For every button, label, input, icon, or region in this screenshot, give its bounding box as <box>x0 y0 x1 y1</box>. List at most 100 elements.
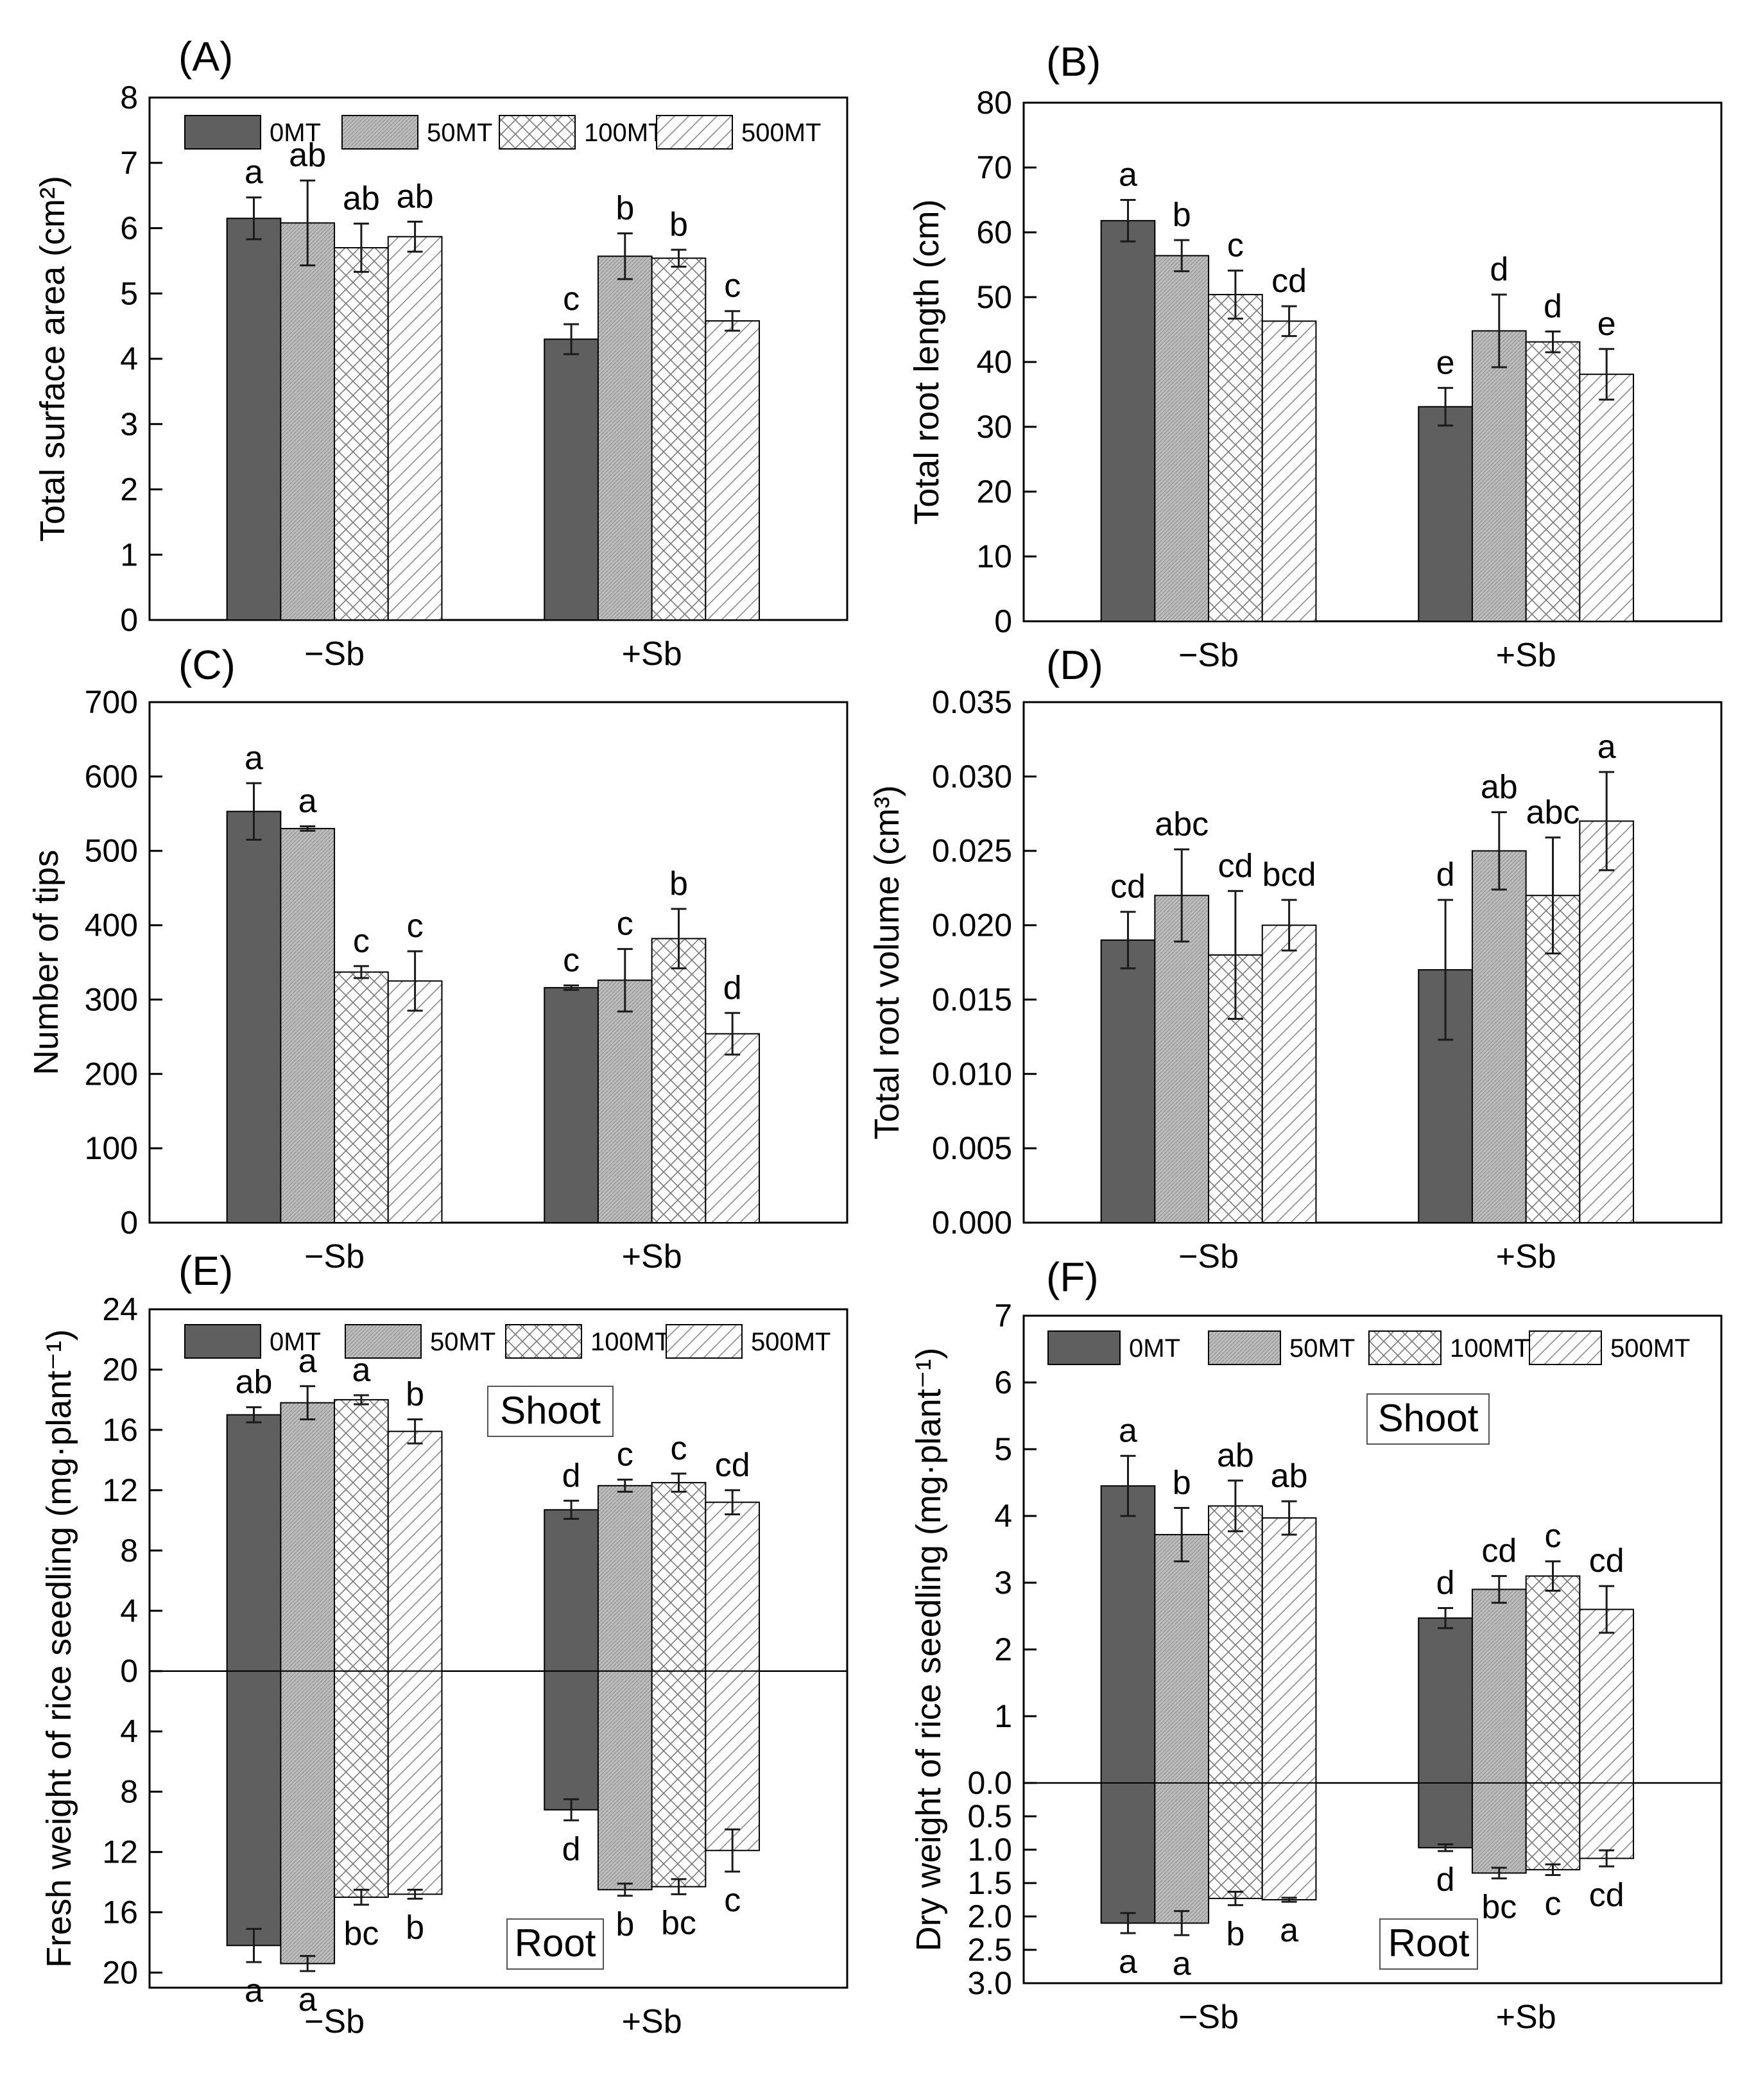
significance-letter-root: bc <box>661 1904 696 1941</box>
legend-50mt-swatch <box>341 115 418 150</box>
bar-50mt-minus-sb-root <box>1154 1782 1210 1924</box>
bar-50mt-plus-sb <box>1471 850 1527 1223</box>
root-box <box>1379 1918 1478 1970</box>
bar-0mt-plus-sb-shoot <box>1418 1617 1473 1784</box>
y-tick-label: 2 <box>120 472 138 508</box>
bar-0mt-minus-sb-shoot <box>226 1414 282 1672</box>
legend-100mt-label: 100MT <box>584 119 664 147</box>
significance-letter-root: a <box>1119 1943 1137 1981</box>
x-category-label: −Sb <box>1178 1238 1239 1275</box>
significance-letter-root: a <box>298 1981 317 2018</box>
legend-50mt-label: 50MT <box>1289 1334 1355 1363</box>
significance-letter-root: a <box>1173 1945 1191 1983</box>
bar-50mt-minus-sb-shoot <box>1154 1534 1210 1784</box>
legend-100mt-swatch <box>505 1324 582 1359</box>
significance-letter: c <box>353 922 370 960</box>
significance-letter: b <box>615 190 634 227</box>
plot-frame <box>148 701 848 1224</box>
bar-0mt-plus-sb-root <box>1418 1782 1473 1848</box>
chart-e: (E) 20 16 12 8 4 0 4 8 12 16 20 24 Fresh weight of ri… <box>40 1248 848 2040</box>
y-tick-label: 30 <box>976 409 1012 445</box>
bar-500mt-plus-sb-root <box>705 1670 761 1852</box>
legend-50mt-label: 50MT <box>427 119 492 147</box>
panel-letter-d: (D) <box>1046 642 1103 688</box>
bar-100mt-minus-sb-root <box>334 1670 389 1898</box>
significance-letter-shoot: ab <box>236 1364 273 1401</box>
significance-letter: b <box>1173 196 1191 234</box>
y-tick-label: 40 <box>976 344 1012 380</box>
x-category-label: −Sb <box>304 635 365 673</box>
x-category-label: +Sb <box>1496 1238 1556 1275</box>
bar-50mt-minus-sb <box>280 827 336 1223</box>
significance-letter: a <box>245 739 263 777</box>
y-tick-label: 3.0 <box>967 1965 1012 2001</box>
y-tick-label: 8 <box>120 1533 138 1569</box>
chart-f: (F) 3.02.52.01.51.00.50.0 1 2 3 4 5 6 7 Dry weigh… <box>909 1254 1723 2036</box>
significance-letter-shoot: b <box>1173 1465 1191 1502</box>
bar-500mt-minus-sb-root <box>387 1670 443 1895</box>
y-tick-label: 7 <box>994 1298 1012 1334</box>
significance-letter: c <box>407 908 424 945</box>
bar-0mt-minus-sb-shoot <box>1100 1485 1156 1784</box>
bar-100mt-plus-sb <box>651 257 707 621</box>
y-axis-label: Total root length (cm) <box>908 199 946 524</box>
y-axis-label: Total root volume (cm³) <box>868 785 906 1139</box>
significance-letter: ab <box>289 137 326 174</box>
bar-100mt-minus-sb <box>1208 293 1263 622</box>
y-tick-label: 0.5 <box>967 1798 1012 1834</box>
panel-letter-f: (F) <box>1046 1254 1099 1300</box>
legend-0mt-label: 0MT <box>270 1328 321 1356</box>
bar-0mt-plus-sb <box>544 986 599 1224</box>
bar-100mt-minus-sb-shoot <box>1208 1505 1263 1784</box>
bar-0mt-plus-sb <box>1418 406 1473 622</box>
legend-500mt-swatch <box>1529 1330 1602 1365</box>
significance-letter: c <box>724 268 741 305</box>
y-tick-label: 5 <box>120 275 138 311</box>
bar-100mt-minus-sb-shoot <box>334 1399 389 1672</box>
significance-letter: d <box>1436 856 1455 893</box>
x-category-label: −Sb <box>1178 1999 1239 2036</box>
legend-500mt-swatch <box>656 115 733 150</box>
y-tick-label: 7 <box>120 145 138 181</box>
significance-letter-shoot: b <box>406 1375 424 1413</box>
significance-letter-root: d <box>1436 1861 1455 1898</box>
x-category-label: −Sb <box>304 1238 365 1275</box>
significance-letter: cd <box>1271 262 1307 300</box>
significance-letter: b <box>669 206 688 243</box>
x-category-label: −Sb <box>1178 637 1239 674</box>
legend: 0MT 50MT 100MT 500MT <box>1047 1330 1691 1365</box>
y-tick-label: 12 <box>102 1472 138 1508</box>
y-tick-label: 1.0 <box>967 1832 1012 1868</box>
shoot-label: Shoot <box>500 1389 601 1432</box>
legend-100mt-swatch <box>499 115 576 150</box>
bar-50mt-plus-sb <box>1471 330 1527 623</box>
y-tick-label: 4 <box>120 1714 138 1750</box>
significance-letter: d <box>1490 251 1508 288</box>
bar-50mt-minus-sb <box>1154 255 1210 622</box>
significance-letter-shoot: c <box>1544 1518 1561 1555</box>
significance-letter-shoot: cd <box>1481 1533 1517 1570</box>
bar-0mt-minus-sb <box>1100 939 1156 1223</box>
bar-100mt-plus-sb <box>651 938 707 1223</box>
significance-letter: b <box>669 865 688 902</box>
significance-letter: bcd <box>1262 856 1316 893</box>
significance-letter-root: cd <box>1589 1877 1624 1914</box>
bar-500mt-plus-sb <box>705 1033 761 1224</box>
bar-0mt-minus-sb <box>1100 219 1156 622</box>
y-tick-label: 8 <box>120 1774 138 1810</box>
bar-100mt-plus-sb-shoot <box>651 1482 707 1672</box>
bar-50mt-minus-sb-shoot <box>280 1402 336 1672</box>
legend-100mt-label: 100MT <box>1450 1334 1530 1363</box>
y-tick-label: 2 <box>994 1631 1012 1667</box>
significance-letter: a <box>245 154 263 191</box>
y-tick-label: 0.030 <box>932 759 1012 795</box>
significance-letter-root: d <box>562 1830 581 1868</box>
x-category-label: +Sb <box>622 635 682 673</box>
chart-b: (B) 0 10 20 30 40 50 60 70 80 Total root length (c… <box>908 39 1723 674</box>
bar-100mt-minus-sb <box>334 971 389 1223</box>
significance-letter: cd <box>1110 868 1146 906</box>
significance-letter: ab <box>343 180 380 217</box>
y-tick-label: 2.0 <box>967 1898 1012 1934</box>
bar-50mt-plus-sb-root <box>1471 1782 1527 1874</box>
